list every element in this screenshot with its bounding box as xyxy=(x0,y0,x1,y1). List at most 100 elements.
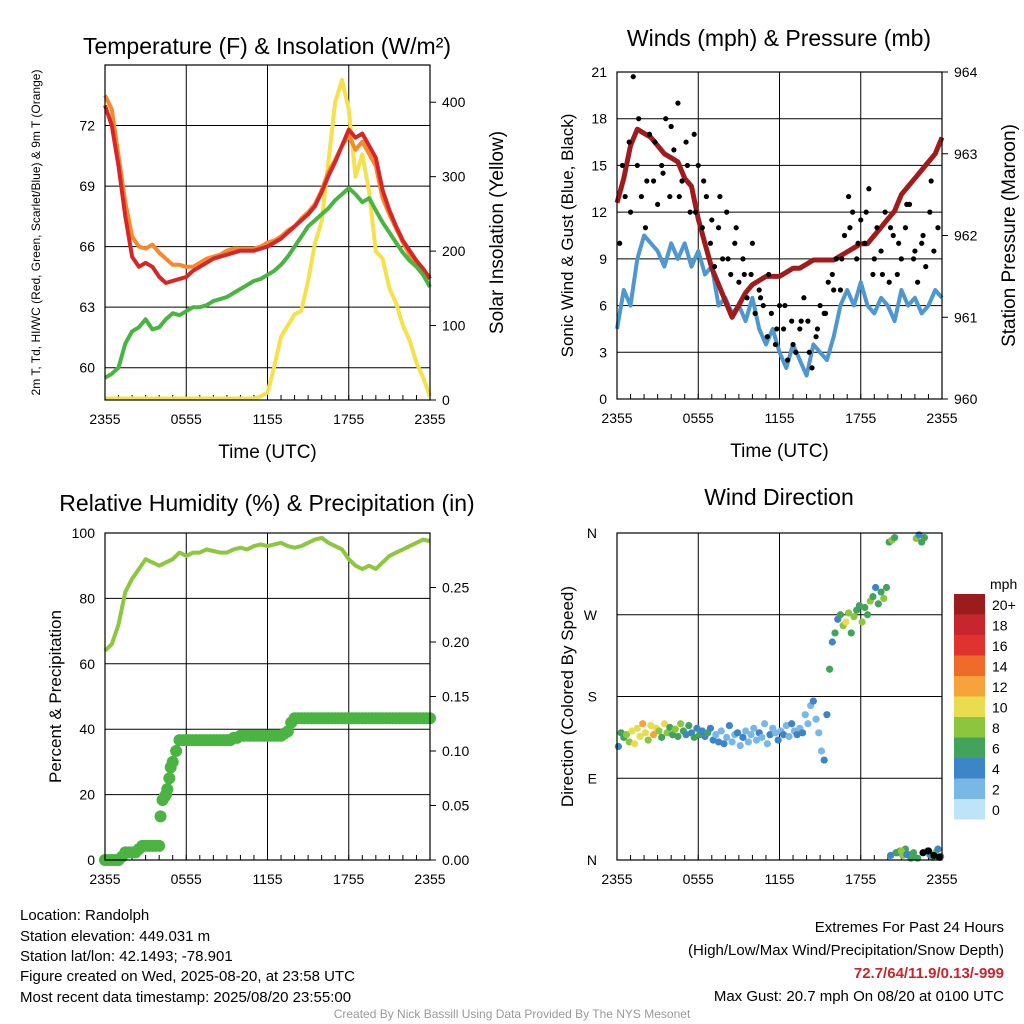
dew-line xyxy=(103,186,432,380)
gust-point xyxy=(813,334,819,340)
gust-point xyxy=(839,256,845,262)
gust-point xyxy=(829,271,835,278)
x-tick-label: 1755 xyxy=(333,871,364,887)
gust-point xyxy=(679,178,685,184)
direction-point xyxy=(874,600,882,608)
y-tick-label: 15 xyxy=(591,157,607,173)
direction-point xyxy=(666,723,674,731)
x-tick-label: 0555 xyxy=(171,871,202,887)
direction-point xyxy=(831,629,839,637)
gust-point xyxy=(814,326,821,332)
direction-point xyxy=(869,592,877,601)
direction-point xyxy=(766,731,774,739)
gust-point xyxy=(845,193,852,200)
y-tick-label: E xyxy=(588,770,597,786)
gust-point xyxy=(660,170,666,176)
gust-point xyxy=(833,256,839,262)
y-tick-label: 3 xyxy=(599,344,607,360)
direction-point xyxy=(752,736,761,744)
gust-point xyxy=(766,271,772,278)
gust-point xyxy=(902,225,909,231)
direction-point xyxy=(886,851,895,860)
y-tick-label: 72 xyxy=(79,118,95,134)
gust-point xyxy=(749,240,756,246)
gust-point xyxy=(764,334,770,340)
footer-recent: Most recent data timestamp: 2025/08/20 2… xyxy=(20,989,352,1006)
x-tick-label: 1155 xyxy=(252,411,282,427)
direction-point xyxy=(782,721,790,730)
gust-point xyxy=(684,162,691,169)
gust-point xyxy=(652,139,658,145)
gust-point xyxy=(863,209,869,215)
direction-point xyxy=(733,729,742,737)
legend-swatch xyxy=(954,655,985,676)
gust-point xyxy=(898,256,904,262)
credit-line: Created By Nick Bassill Using Data Provi… xyxy=(333,1007,691,1021)
direction-point xyxy=(844,609,853,617)
wind-line xyxy=(615,233,944,378)
gust-point xyxy=(870,271,876,278)
gust-point xyxy=(894,271,900,278)
y-tick-label: 66 xyxy=(79,239,95,255)
plot-frame xyxy=(616,71,943,400)
direction-point xyxy=(690,733,698,741)
direction-point xyxy=(723,733,731,741)
gust-point xyxy=(683,139,689,145)
direction-point xyxy=(815,729,823,737)
gust-point xyxy=(772,341,779,348)
y2-tick-label: 200 xyxy=(442,243,466,259)
direction-point xyxy=(920,533,928,542)
pressure-line xyxy=(614,126,945,320)
y-tick-label: 80 xyxy=(79,590,95,606)
direction-point xyxy=(658,733,666,741)
direction-point xyxy=(742,727,750,735)
y2-tick-label: 0.20 xyxy=(442,634,469,650)
y-axis-label: 2m T, Td, HI/WC (Red, Green, Scarlet/Blu… xyxy=(29,70,43,396)
y-tick-label: N xyxy=(587,525,597,541)
x-tick-label: 2355 xyxy=(414,871,445,887)
gust-point xyxy=(634,162,640,169)
gust-point xyxy=(896,240,902,246)
legend-label: 8 xyxy=(992,720,1000,736)
gust-point xyxy=(879,271,886,278)
x-axis-label: Time (UTC) xyxy=(218,442,317,463)
gust-point xyxy=(805,318,811,324)
gust-point xyxy=(715,225,722,231)
direction-point xyxy=(631,740,639,748)
legend-label: 14 xyxy=(992,659,1008,675)
y-tick-label: 40 xyxy=(79,721,95,737)
gust-point xyxy=(776,302,783,309)
direction-point xyxy=(625,738,633,746)
gust-point xyxy=(717,193,723,200)
direction-point xyxy=(633,724,641,732)
direction-point xyxy=(636,732,644,741)
gust-point xyxy=(668,123,674,130)
direction-point xyxy=(728,738,736,746)
plot-frame xyxy=(104,532,431,861)
gust-point xyxy=(785,357,791,363)
x-tick-label: 1155 xyxy=(764,871,794,887)
gust-point xyxy=(687,209,693,215)
y2-tick-label: 300 xyxy=(442,169,466,185)
gust-point xyxy=(768,310,774,316)
direction-point xyxy=(892,849,900,857)
x-tick-label: 1755 xyxy=(333,411,364,427)
direction-point xyxy=(671,725,679,733)
footer-created: Figure created on Wed, 2025-08-20, at 23… xyxy=(20,968,355,985)
gust-point xyxy=(701,178,707,184)
solar-line xyxy=(105,77,432,401)
gust-point xyxy=(732,240,738,246)
gust-point xyxy=(854,256,860,262)
direction-point xyxy=(891,533,899,542)
gust-point xyxy=(642,225,649,231)
direction-point xyxy=(826,665,834,673)
direction-point xyxy=(820,756,828,764)
y2-axis-label: Solar Insolation (Yellow) xyxy=(487,131,508,334)
direction-point xyxy=(668,731,677,739)
gust-point xyxy=(748,271,754,278)
gust-point xyxy=(782,302,788,309)
y-tick-label: 18 xyxy=(591,111,607,127)
gust-point xyxy=(878,248,884,254)
gust-point xyxy=(927,209,933,215)
extremes-title: Extremes For Past 24 Hours xyxy=(814,919,1004,936)
